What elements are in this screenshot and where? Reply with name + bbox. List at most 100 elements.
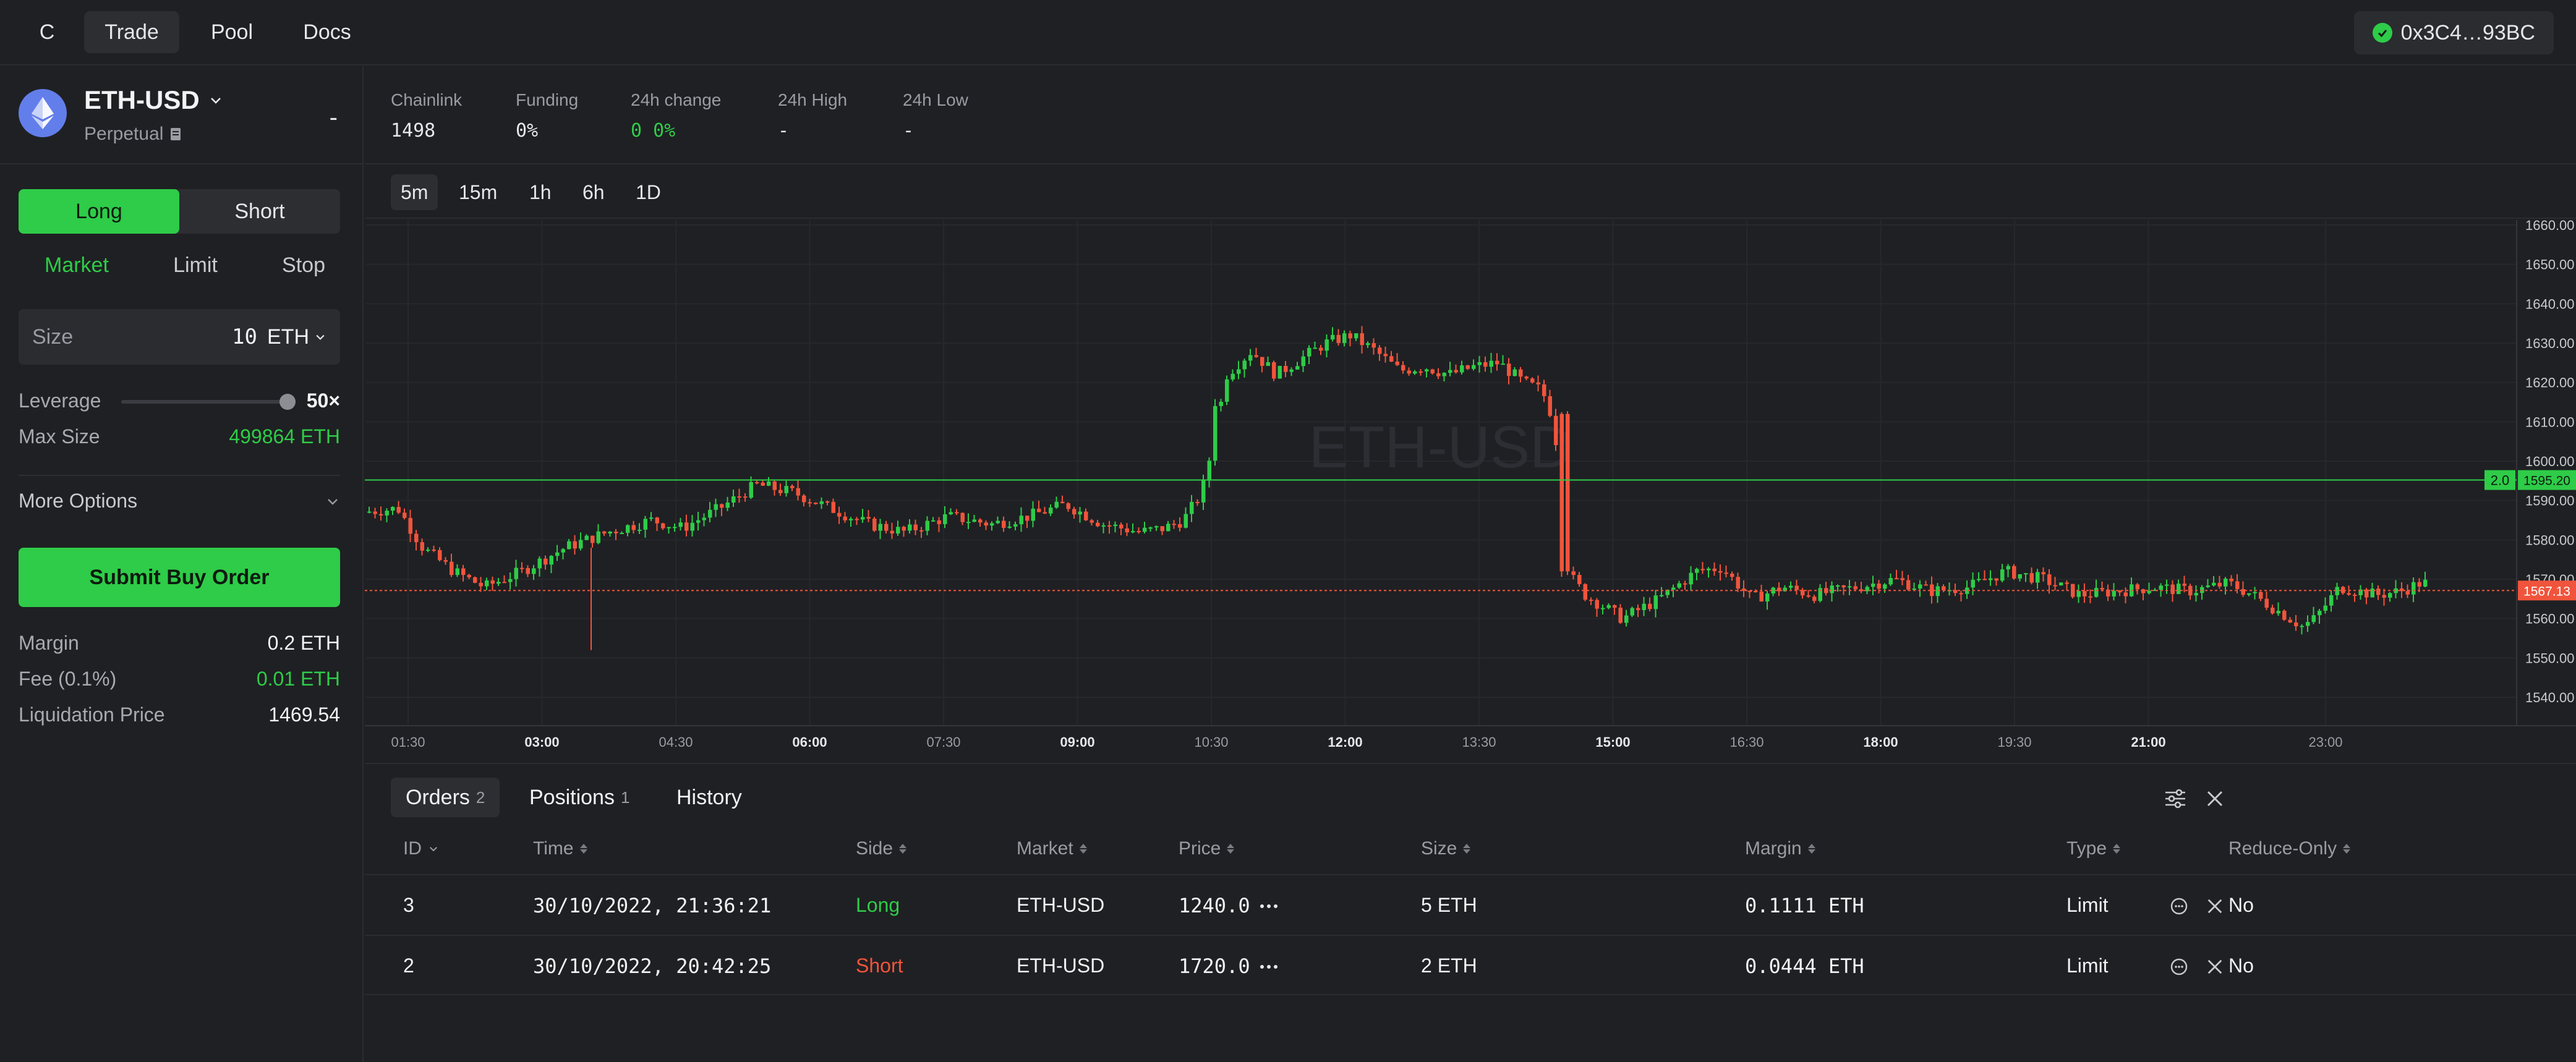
short-button[interactable]: Short — [234, 199, 285, 223]
tab-market[interactable]: Market — [45, 253, 109, 277]
settings-sliders-icon[interactable] — [2162, 785, 2189, 812]
market-name[interactable]: ETH-USD — [84, 85, 223, 115]
stat-label: 24h change — [631, 90, 722, 109]
table-row[interactable]: 2 30/10/2022, 20:42:25 Short ETH-USD 172… — [365, 935, 2576, 995]
price-chart[interactable]: ETH-USD 1660.00 1650.00 1640.00 1630.00 1620.… — [365, 220, 2576, 762]
edit-order-icon[interactable] — [2167, 954, 2191, 979]
candle — [1507, 358, 1511, 384]
submit-order-button[interactable]: Submit Buy Order — [19, 548, 340, 607]
leverage-slider-handle[interactable] — [279, 394, 296, 410]
candle — [1606, 603, 1611, 610]
timeframe-1h[interactable]: 1h — [529, 181, 552, 203]
candle — [1519, 367, 1523, 383]
candle — [614, 529, 618, 540]
candle — [1853, 582, 1857, 592]
candle — [438, 547, 442, 562]
timeframe-1d[interactable]: 1D — [636, 181, 661, 203]
size-unit-select[interactable]: ETH — [267, 325, 326, 349]
candle — [761, 480, 765, 486]
candle — [1354, 333, 1358, 341]
candle — [1895, 569, 1899, 580]
logo[interactable]: C — [39, 20, 55, 44]
column-label: Price — [1179, 838, 1221, 859]
column-price[interactable]: Price — [1179, 838, 1235, 859]
candle — [849, 517, 853, 527]
candle — [1794, 580, 1799, 595]
candle — [890, 522, 894, 539]
column-id[interactable]: ID — [403, 838, 439, 859]
more-options-toggle[interactable]: More Options — [19, 490, 340, 512]
candlestick-chart[interactable]: ETH-USD 1660.00 1650.00 1640.00 1630.00 1620.… — [365, 220, 2576, 762]
cell-id: 3 — [403, 894, 414, 916]
column-label: Market — [1017, 838, 1073, 859]
candle — [1284, 361, 1288, 378]
edit-order-icon[interactable] — [2167, 894, 2191, 919]
candle — [2206, 579, 2210, 588]
more-horizontal-icon[interactable] — [1256, 894, 1281, 919]
y-tick-label: 1580.00 — [2525, 532, 2575, 548]
close-icon[interactable] — [2201, 785, 2228, 812]
candle — [1554, 409, 1558, 451]
column-margin[interactable]: Margin — [1745, 838, 1815, 859]
column-side[interactable]: Side — [856, 838, 907, 859]
long-button[interactable]: Long — [19, 189, 179, 234]
table-row[interactable]: 3 30/10/2022, 21:36:21 Long ETH-USD 1240… — [365, 874, 2576, 935]
order-size-tag[interactable] — [2484, 470, 2515, 490]
tab-history[interactable]: History — [662, 778, 757, 817]
market-selector[interactable]: ETH-USD Perpetual - — [0, 67, 362, 164]
candle — [2329, 590, 2334, 612]
size-input[interactable]: Size 10 ETH — [19, 309, 340, 365]
candle — [1883, 583, 1887, 593]
more-options-label: More Options — [19, 490, 138, 512]
candle — [778, 483, 783, 496]
candle — [772, 480, 777, 496]
market-name-text: ETH-USD — [84, 85, 200, 114]
column-label: Time — [533, 838, 574, 859]
tab-orders[interactable]: Orders 2 — [391, 778, 500, 817]
candle — [2288, 617, 2292, 623]
candle — [2224, 577, 2228, 595]
candle — [1160, 526, 1164, 535]
candle — [1700, 562, 1705, 574]
nav-docs[interactable]: Docs — [303, 20, 351, 44]
timeframe-6h[interactable]: 6h — [582, 181, 605, 203]
candle — [1618, 604, 1623, 624]
x-tick-label: 16:30 — [1729, 734, 1764, 750]
leverage-slider[interactable] — [121, 394, 296, 410]
candle — [2247, 593, 2251, 597]
candle — [396, 501, 401, 514]
wallet-button[interactable]: 0x3C4…93BC — [2353, 11, 2554, 54]
nav-pool[interactable]: Pool — [210, 20, 254, 44]
candle — [1266, 356, 1270, 367]
column-type[interactable]: Type — [2066, 838, 2121, 859]
tab-limit[interactable]: Limit — [173, 253, 218, 277]
candle — [1049, 504, 1053, 516]
tab-stop[interactable]: Stop — [282, 253, 325, 277]
x-tick-label: 04:30 — [659, 734, 693, 750]
candle — [2370, 582, 2374, 598]
candle — [1242, 359, 1247, 378]
candle — [1324, 334, 1329, 358]
column-market[interactable]: Market — [1017, 838, 1087, 859]
column-reduce-only[interactable]: Reduce-Only — [2228, 838, 2351, 859]
size-value[interactable]: 10 — [232, 325, 257, 349]
nav-trade[interactable]: Trade — [84, 11, 179, 53]
candle — [1536, 375, 1540, 392]
cancel-order-icon[interactable] — [2203, 894, 2227, 919]
column-size[interactable]: Size — [1421, 838, 1471, 859]
candle — [373, 508, 377, 519]
timeframe-5m[interactable]: 5m — [391, 174, 438, 210]
column-time[interactable]: Time — [533, 838, 587, 859]
candle — [2276, 602, 2280, 616]
x-tick-label: 07:30 — [926, 734, 960, 750]
cancel-order-icon[interactable] — [2203, 954, 2227, 979]
more-horizontal-icon[interactable] — [1256, 954, 1281, 979]
tab-positions[interactable]: Positions 1 — [514, 778, 644, 817]
candle — [1336, 329, 1341, 346]
timeframe-15m[interactable]: 15m — [459, 181, 498, 203]
column-label: Reduce-Only — [2228, 838, 2337, 859]
candle — [1501, 355, 1505, 365]
candle — [1712, 562, 1717, 576]
candle — [2018, 574, 2022, 582]
candle — [1366, 341, 1370, 348]
